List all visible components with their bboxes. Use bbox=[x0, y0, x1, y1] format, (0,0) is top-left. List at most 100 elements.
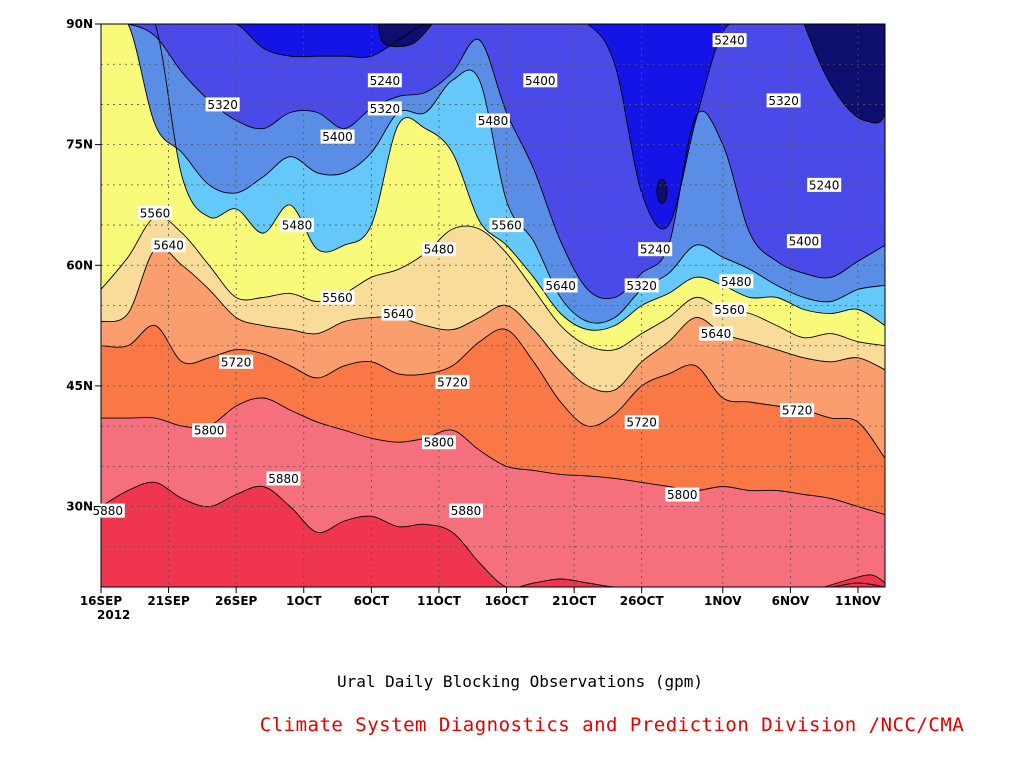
x-tick-label: 16SEP bbox=[80, 594, 123, 608]
contour-label-text: 5560 bbox=[714, 303, 745, 317]
navy-patch-right bbox=[803, 24, 885, 124]
contour-label-text: 5480 bbox=[721, 275, 752, 289]
y-tick-label: 90N bbox=[66, 17, 93, 31]
contour-line-5640 bbox=[101, 246, 885, 393]
contour-label-bg bbox=[476, 113, 510, 128]
contour-label-bg bbox=[421, 435, 456, 450]
contour-label: 5480 bbox=[719, 274, 754, 289]
contour-label: 5640 bbox=[151, 238, 186, 253]
contour-label: 5880 bbox=[90, 503, 125, 518]
contour-label: 5560 bbox=[489, 218, 524, 233]
contour-label: 5560 bbox=[320, 290, 355, 305]
contour-label-bg bbox=[712, 302, 747, 317]
x-tick-label: 26OCT bbox=[620, 594, 665, 608]
contour-label-text: 5640 bbox=[383, 307, 414, 321]
contour-label-bg bbox=[90, 503, 125, 518]
contour-label-text: 5480 bbox=[424, 243, 455, 257]
contour-label: 5560 bbox=[138, 206, 173, 221]
contour-label-bg bbox=[138, 206, 173, 221]
contour-label-text: 5640 bbox=[153, 239, 184, 253]
contour-line-5800 bbox=[101, 397, 885, 516]
contour-line-5720 bbox=[101, 325, 885, 459]
x-tick-label: 6OCT bbox=[354, 594, 390, 608]
contour-label-text: 5880 bbox=[451, 504, 482, 518]
contour-label-text: 5880 bbox=[92, 504, 123, 518]
contour-label-bg bbox=[624, 415, 659, 430]
contour-label-text: 5720 bbox=[626, 416, 657, 430]
y-tick-label: 60N bbox=[66, 258, 93, 272]
contour-label: 5240 bbox=[367, 73, 402, 88]
contour-label-bg bbox=[435, 374, 470, 389]
contour-label: 5400 bbox=[320, 129, 355, 144]
contour-label-bg bbox=[807, 177, 842, 192]
x-tick-label: 1OCT bbox=[286, 594, 322, 608]
y-tick-label: 30N bbox=[66, 500, 93, 514]
contour-label: 5800 bbox=[665, 487, 700, 502]
contour-label: 5720 bbox=[435, 374, 470, 389]
contour-label: 5640 bbox=[381, 306, 416, 321]
contour-label-text: 5240 bbox=[714, 34, 745, 48]
contour-label: 5240 bbox=[712, 33, 747, 48]
contour-label-bg bbox=[523, 73, 558, 88]
x-tick-label: 1NOV bbox=[704, 594, 742, 608]
band-fill-5240 bbox=[101, 24, 885, 229]
contour-label-bg bbox=[280, 218, 314, 233]
contour-label: 5320 bbox=[205, 97, 240, 112]
chart-title: Ural Daily Blocking Observations (gpm) bbox=[336, 672, 704, 691]
contour-label-text: 5640 bbox=[701, 327, 732, 341]
contour-label-bg bbox=[780, 403, 815, 418]
contour-label-bg bbox=[543, 278, 578, 293]
contour-label-bg bbox=[367, 73, 402, 88]
contour-label-bg bbox=[205, 97, 240, 112]
contour-label: 5560 bbox=[712, 302, 747, 317]
contour-label: 5480 bbox=[280, 218, 314, 233]
contour-label: 5240 bbox=[807, 177, 842, 192]
contour-label-bg bbox=[766, 93, 801, 108]
contour-label-bg bbox=[665, 487, 700, 502]
contour-label: 5720 bbox=[219, 354, 254, 369]
y-tick-label: 75N bbox=[66, 138, 93, 152]
contour-label-text: 5480 bbox=[282, 219, 313, 233]
contour-label-text: 5320 bbox=[370, 102, 401, 116]
contour-label-text: 5240 bbox=[370, 74, 401, 88]
contour-label-text: 5400 bbox=[525, 74, 556, 88]
contour-label-bg bbox=[219, 354, 254, 369]
contour-label: 5400 bbox=[786, 234, 821, 249]
chart-credit: Climate System Diagnostics and Predictio… bbox=[259, 714, 965, 736]
x-tick-label: 21OCT bbox=[552, 594, 597, 608]
contour-label-bg bbox=[489, 218, 524, 233]
x-tick-label: 11NOV bbox=[835, 594, 882, 608]
contour-label: 5480 bbox=[421, 242, 456, 257]
contour-label-layer: 5880 5880 5880 5800 5800 5800 5720 5720 5720 5720… bbox=[90, 33, 842, 518]
contour-label-bg bbox=[719, 274, 754, 289]
contour-label-text: 5320 bbox=[207, 98, 238, 112]
contour-line-5880 bbox=[101, 481, 885, 587]
contour-label-text: 5320 bbox=[626, 279, 657, 293]
contour-label-text: 5560 bbox=[140, 207, 171, 221]
contour-chart: 5880 5880 5880 5800 5800 5800 5720 5720 5720 5720… bbox=[66, 17, 886, 622]
contour-label-text: 5800 bbox=[194, 424, 225, 438]
contour-label-bg bbox=[786, 234, 821, 249]
contour-label-bg bbox=[712, 33, 747, 48]
contour-label: 5320 bbox=[367, 101, 402, 116]
contour-label-text: 5480 bbox=[478, 114, 509, 128]
y-tick-label: 45N bbox=[66, 379, 93, 393]
closed-contour-5240 bbox=[656, 178, 668, 204]
contour-label-bg bbox=[266, 471, 301, 486]
contour-label-bg bbox=[151, 238, 186, 253]
contour-label-text: 5720 bbox=[221, 355, 252, 369]
grid-layer bbox=[101, 24, 885, 587]
contour-label: 5400 bbox=[523, 73, 558, 88]
contour-label-bg bbox=[638, 242, 673, 257]
contour-line-5560 bbox=[101, 215, 885, 351]
axes-layer: 30N 45N 60N 75N 90N 16SEP 21SEP 26SEP 1OCT 6OCT 11… bbox=[66, 17, 881, 622]
contour-fill-layer bbox=[101, 24, 885, 587]
contour-label-text: 5240 bbox=[640, 243, 671, 257]
x-tick-label: 26SEP bbox=[215, 594, 258, 608]
contour-label-text: 5800 bbox=[667, 488, 698, 502]
contour-label: 5880 bbox=[266, 471, 301, 486]
x-tick-label: 21SEP bbox=[147, 594, 190, 608]
contour-label: 5720 bbox=[780, 403, 815, 418]
contour-label: 5480 bbox=[476, 113, 510, 128]
contour-label-text: 5720 bbox=[782, 404, 813, 418]
